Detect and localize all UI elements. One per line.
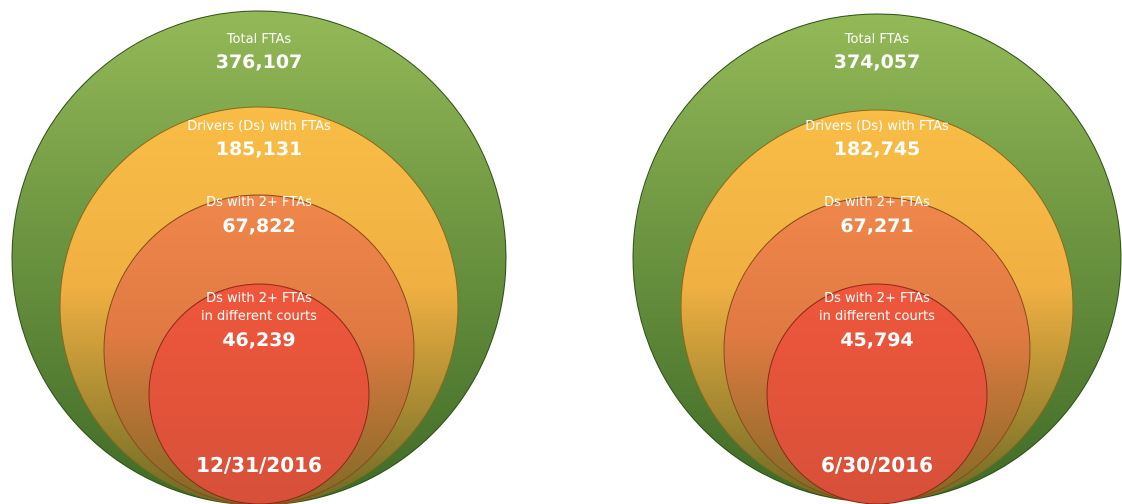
fta-diagram-right: Total FTAs 374,057 Drivers (Ds) with FTA…	[632, 13, 1122, 504]
courts-value: 45,794	[840, 329, 913, 351]
drivers-label: Drivers (Ds) with FTAs	[187, 119, 331, 134]
total-ftas-label: Total FTAs	[226, 32, 292, 47]
courts-label-line2: in different courts	[819, 309, 935, 324]
total-ftas-label: Total FTAs	[844, 32, 910, 47]
total-ftas-value: 374,057	[834, 51, 921, 73]
multi-fta-label: Ds with 2+ FTAs	[824, 195, 930, 210]
courts-label-line1: Ds with 2+ FTAs	[824, 291, 930, 306]
drivers-value: 182,745	[834, 138, 921, 160]
courts-label-line2: in different courts	[201, 309, 317, 324]
different-courts-circle	[148, 283, 370, 504]
drivers-value: 185,131	[216, 138, 303, 160]
snapshot-date: 12/31/2016	[196, 453, 322, 477]
courts-value: 46,239	[222, 329, 295, 351]
multi-fta-value: 67,271	[840, 215, 913, 237]
snapshot-date: 6/30/2016	[821, 453, 933, 477]
multi-fta-label: Ds with 2+ FTAs	[206, 195, 312, 210]
fta-diagram-left: Total FTAs 376,107 Drivers (Ds) with FTA…	[11, 10, 507, 504]
drivers-label: Drivers (Ds) with FTAs	[805, 119, 949, 134]
total-ftas-value: 376,107	[216, 51, 303, 73]
courts-label-line1: Ds with 2+ FTAs	[206, 291, 312, 306]
multi-fta-value: 67,822	[222, 215, 295, 237]
different-courts-circle	[766, 283, 988, 504]
